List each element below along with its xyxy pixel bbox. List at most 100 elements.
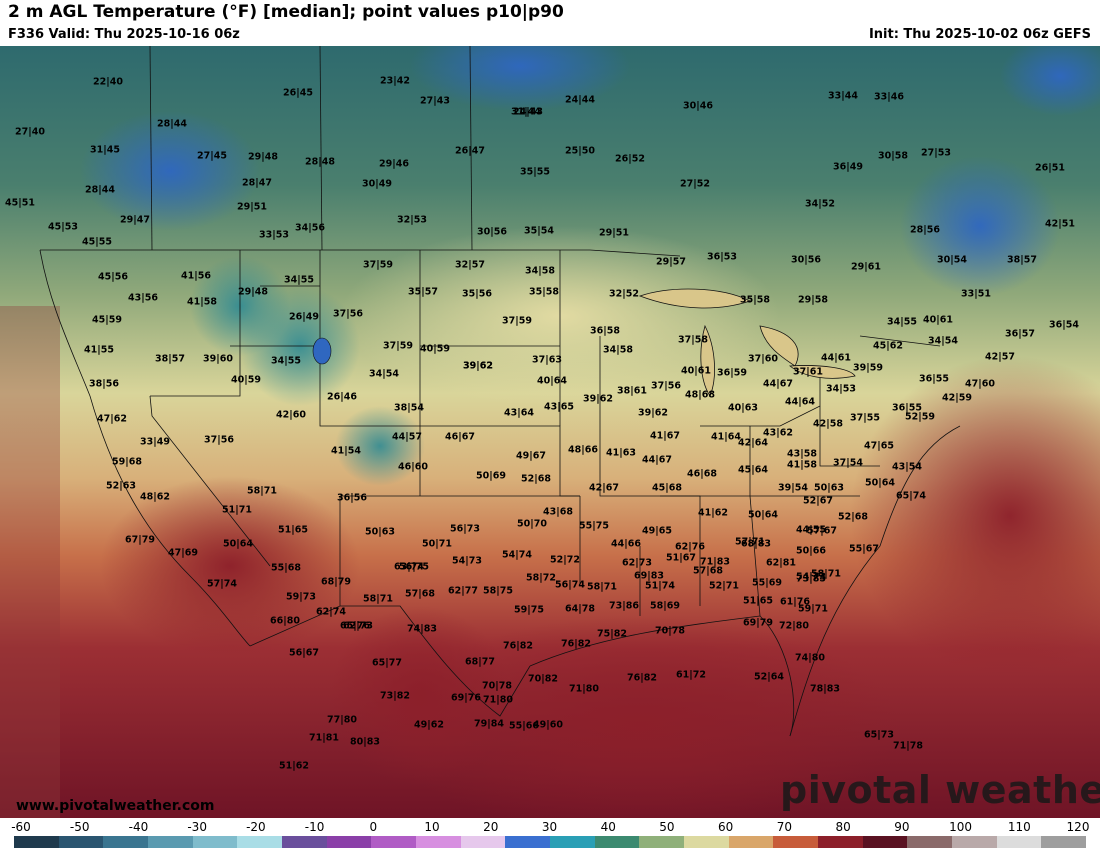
point-value: 35|58	[529, 286, 559, 298]
point-value: 47|65	[864, 440, 894, 452]
point-value: 38|57	[1007, 254, 1037, 266]
point-value: 26|51	[1035, 162, 1065, 174]
point-value: 45|64	[738, 464, 768, 476]
colorbar-tick-label: 70	[776, 820, 793, 834]
point-value: 26|49	[289, 311, 319, 323]
colorbar-segment	[594, 836, 640, 848]
point-value: 56|75	[399, 561, 429, 573]
point-value: 54|73	[796, 571, 826, 583]
point-value: 46|68	[687, 468, 717, 480]
point-value: 68|83	[741, 538, 771, 550]
point-value: 76|82	[561, 638, 591, 650]
point-value: 55|66	[509, 720, 539, 732]
borders	[39, 46, 961, 737]
point-values: 22|40 26|45 23|42 27|43 24|44 30|46 33|44 33|46…	[0, 46, 1100, 818]
point-value: 36|57	[1005, 328, 1035, 340]
point-value: 33|49	[140, 436, 170, 448]
header: 2 m AGL Temperature (°F) [median]; point…	[0, 0, 1100, 46]
point-value: 50|66	[796, 545, 826, 557]
point-value: 62|77	[448, 585, 478, 597]
point-value: 31|44	[511, 106, 541, 118]
point-value: 37|61	[793, 366, 823, 378]
temperature-map: 22|40 26|45 23|42 27|43 24|44 30|46 33|44 33|46…	[0, 46, 1100, 818]
point-value: 58|71	[247, 485, 277, 497]
point-value: 72|80	[779, 620, 809, 632]
point-value: 74|83	[407, 623, 437, 635]
point-value: 49|65	[642, 525, 672, 537]
point-value: 25|50	[565, 145, 595, 157]
point-value: 37|59	[383, 340, 413, 352]
point-value: 55|69	[752, 577, 782, 589]
point-value: 59|68	[112, 456, 142, 468]
point-value: 34|58	[603, 344, 633, 356]
point-value: 38|57	[155, 353, 185, 365]
point-value: 50|70	[517, 518, 547, 530]
point-value: 41|67	[650, 430, 680, 442]
point-value: 69|76	[451, 692, 481, 704]
point-value: 71|78	[893, 740, 923, 752]
point-value: 34|55	[887, 316, 917, 328]
point-value: 27|43	[420, 95, 450, 107]
point-value: 35|54	[524, 225, 554, 237]
colorbar-segment	[416, 836, 461, 848]
point-value: 34|54	[928, 335, 958, 347]
valid-time: F336 Valid: Thu 2025-10-16 06z	[8, 27, 240, 42]
point-value: 65|74	[896, 490, 926, 502]
point-value: 37|56	[333, 308, 363, 320]
point-value: 40|61	[681, 365, 711, 377]
point-value: 51|65	[278, 524, 308, 536]
point-value: 28|48	[305, 156, 335, 168]
point-value: 42|64	[738, 437, 768, 449]
point-value: 30|58	[878, 150, 908, 162]
point-value: 36|56	[337, 492, 367, 504]
point-value: 34|53	[826, 383, 856, 395]
point-value: 36|59	[717, 367, 747, 379]
point-value: 43|64	[504, 407, 534, 419]
colorbar-segment	[326, 836, 372, 848]
colorbar-tick-label: -20	[246, 820, 266, 834]
point-value: 42|60	[276, 409, 306, 421]
point-value: 42|57	[985, 351, 1015, 363]
point-value: 39|62	[463, 360, 493, 372]
point-value: 29|51	[237, 201, 267, 213]
point-value: 43|68	[543, 506, 573, 518]
colorbar-segment	[684, 836, 729, 848]
point-value: 37|60	[748, 353, 778, 365]
point-value: 78|83	[810, 683, 840, 695]
point-value: 40|61	[923, 314, 953, 326]
point-value: 65|77	[372, 657, 402, 669]
point-value: 75|82	[597, 628, 627, 640]
point-value: 41|55	[84, 344, 114, 356]
point-value: 46|60	[398, 461, 428, 473]
point-value: 42|67	[589, 482, 619, 494]
point-value: 77|80	[327, 714, 357, 726]
website-label: www.pivotalweather.com	[16, 798, 215, 814]
point-value: 44|64	[785, 396, 815, 408]
point-value: 57|68	[693, 565, 723, 577]
point-value: 71|80	[483, 694, 513, 706]
point-value: 50|63	[365, 526, 395, 538]
point-value: 37|63	[532, 354, 562, 366]
point-value: 50|64	[865, 477, 895, 489]
colorbar-segment	[1041, 836, 1087, 848]
point-value: 41|58	[187, 296, 217, 308]
point-value: 47|62	[97, 413, 127, 425]
point-value: 39|62	[463, 360, 493, 372]
point-value: 64|78	[565, 603, 595, 615]
point-value: 50|63	[814, 482, 844, 494]
point-value: 41|56	[181, 270, 211, 282]
point-value: 52|67	[803, 495, 833, 507]
colorbar-tick-label: 40	[600, 820, 616, 834]
point-value: 59|71	[798, 603, 828, 615]
point-value: 49|67	[516, 450, 546, 462]
point-value: 38|54	[394, 402, 424, 414]
point-value: 57|71	[735, 536, 765, 548]
colorbar-segment	[237, 836, 283, 848]
colorbar-segment	[862, 836, 908, 848]
point-value: 62|73	[343, 620, 373, 632]
point-value: 52|72	[550, 554, 580, 566]
point-value: 62|76	[675, 541, 705, 553]
point-value: 57|74	[207, 578, 237, 590]
point-value: 52|71	[709, 580, 739, 592]
point-value: 62|74	[316, 606, 346, 618]
